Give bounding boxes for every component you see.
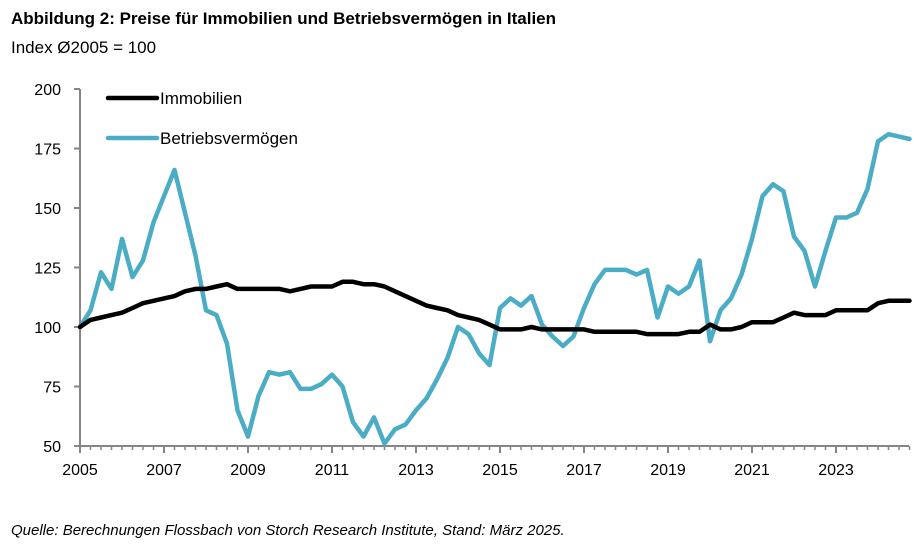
x-tick-label: 2023 — [818, 462, 854, 479]
y-tick-label: 175 — [34, 142, 61, 159]
x-tick-label: 2011 — [315, 462, 350, 479]
x-tick-label: 2021 — [734, 462, 770, 479]
y-tick-label: 200 — [34, 82, 61, 99]
y-tick-label: 100 — [34, 320, 61, 337]
y-tick-label: 75 — [43, 380, 61, 397]
source-note: Quelle: Berechnungen Flossbach von Storc… — [11, 522, 565, 539]
legend-label: Immobilien — [160, 89, 242, 108]
x-tick-label: 2019 — [650, 462, 686, 479]
legend-label: Betriebsvermögen — [160, 129, 298, 148]
series-line-betriebsvermoegen — [77, 131, 912, 446]
chart-subtitle: Index Ø2005 = 100 — [11, 38, 157, 57]
y-tick-label: 125 — [34, 261, 61, 278]
x-tick-label: 2013 — [398, 462, 434, 479]
y-tick-label: 150 — [34, 201, 61, 218]
chart-title: Abbildung 2: Preise für Immobilien und B… — [11, 9, 557, 28]
x-tick-label: 2005 — [62, 462, 98, 479]
x-tick-label: 2017 — [566, 462, 602, 479]
x-tick-label: 2009 — [230, 462, 266, 479]
series-line-immobilien — [77, 279, 912, 337]
x-tick-label: 2007 — [146, 462, 182, 479]
x-tick-label: 2015 — [482, 462, 518, 479]
y-tick-label: 50 — [43, 439, 61, 456]
